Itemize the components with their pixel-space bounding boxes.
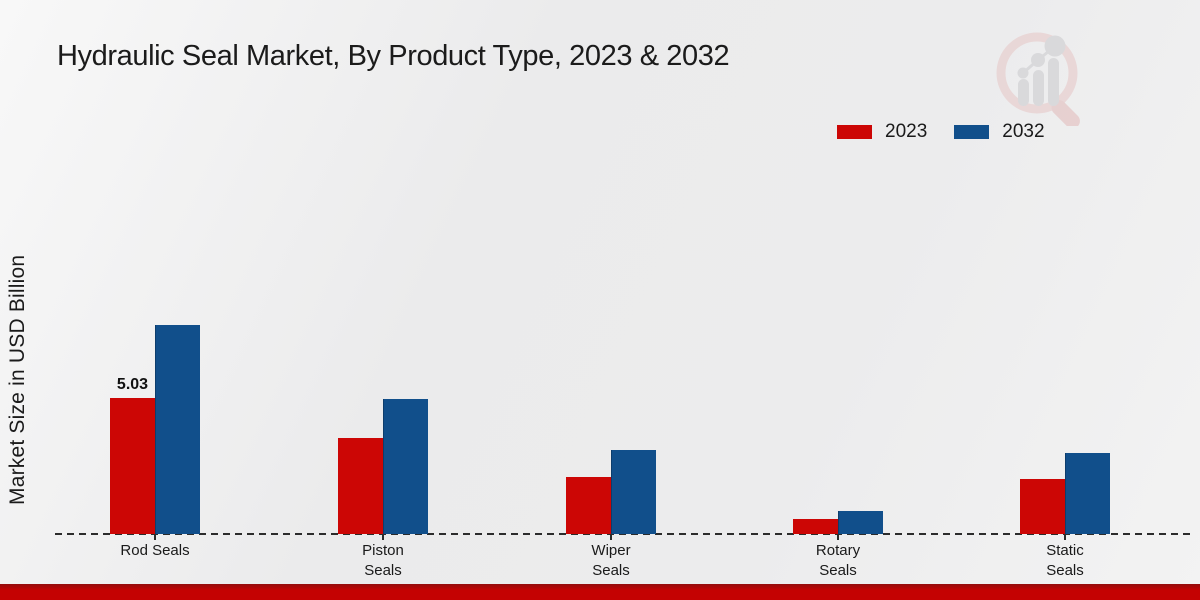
category-label-rotary-seals: Rotary Seals bbox=[815, 542, 861, 579]
logo-dot-icon bbox=[1017, 67, 1029, 79]
bar-2032-rod-seals bbox=[155, 325, 200, 534]
bar-2032-piston-seals bbox=[383, 399, 428, 534]
market-research-future-logo-watermark bbox=[996, 32, 1080, 126]
logo-dot-icon bbox=[1031, 53, 1045, 67]
bar-2023-wiper-seals bbox=[566, 477, 611, 534]
legend-label-2023: 2023 bbox=[885, 121, 928, 142]
category-label-piston-seals: Piston Seals bbox=[362, 542, 404, 579]
bar-2023-piston-seals bbox=[338, 438, 383, 534]
bar-2032-wiper-seals bbox=[611, 450, 656, 534]
magnifier-ring-icon bbox=[996, 32, 1078, 114]
legend-swatch-2023 bbox=[837, 125, 872, 139]
logo-bar-icon bbox=[1018, 79, 1029, 106]
legend-label-2032: 2032 bbox=[1002, 121, 1045, 142]
category-label-static-seals: Static Seals bbox=[1046, 542, 1084, 579]
x-axis-tick bbox=[382, 534, 384, 540]
bar-value-label-rod-seals: 5.03 bbox=[116, 376, 149, 393]
legend-swatch-2032 bbox=[954, 125, 990, 139]
category-label-rod-seals: Rod Seals bbox=[120, 542, 190, 559]
x-axis-line bbox=[55, 533, 1195, 535]
bottom-red-strip bbox=[0, 584, 1200, 600]
category-label-wiper-seals: Wiper Seals bbox=[591, 542, 631, 579]
x-axis-tick bbox=[1064, 534, 1066, 540]
legend: 2023 2032 bbox=[837, 121, 1045, 142]
x-axis-tick bbox=[837, 534, 839, 540]
magnifier-handle-icon bbox=[1051, 100, 1080, 126]
x-axis-tick bbox=[154, 534, 156, 540]
chart-title: Hydraulic Seal Market, By Product Type, … bbox=[57, 40, 730, 72]
logo-bar-icon bbox=[1048, 58, 1059, 106]
bar-2032-rotary-seals bbox=[838, 511, 883, 534]
bar-2023-rod-seals bbox=[110, 398, 155, 534]
bar-2023-static-seals bbox=[1020, 479, 1065, 534]
bar-2032-static-seals bbox=[1065, 453, 1110, 534]
logo-bar-icon bbox=[1033, 70, 1044, 106]
logo-dot-icon bbox=[1044, 35, 1066, 57]
bar-2023-rotary-seals bbox=[793, 519, 838, 534]
x-axis-tick bbox=[610, 534, 612, 540]
